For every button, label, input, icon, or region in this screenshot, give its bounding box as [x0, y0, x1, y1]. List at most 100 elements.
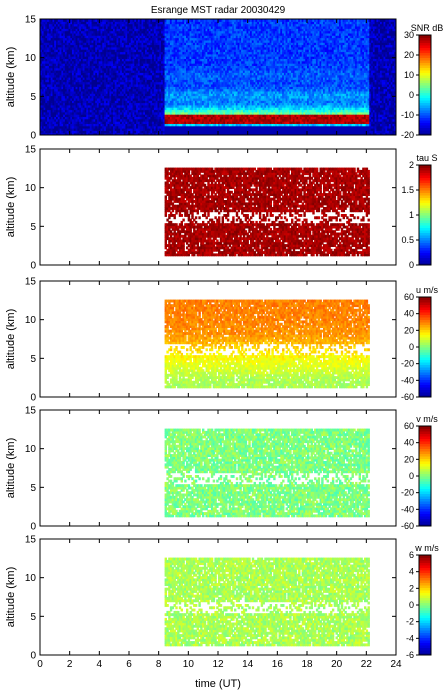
colorbar-segment [419, 195, 431, 198]
colorbar-segment [419, 364, 431, 368]
colorbar-segment [419, 57, 431, 61]
x-tick-label: 18 [301, 659, 313, 670]
colorbar-segment [419, 650, 431, 653]
colorbar-segment [419, 97, 431, 101]
colorbar-segment [419, 570, 431, 573]
colorbar-segment [419, 354, 431, 358]
colorbar-segment [419, 192, 431, 196]
y-tick-label: 0 [30, 522, 36, 533]
x-tick-label: 16 [272, 659, 284, 670]
y-axis-label: altitude (km) [5, 309, 17, 370]
colorbar-segment [419, 441, 431, 444]
colorbar-segment [419, 443, 431, 447]
colorbar-segment [419, 107, 431, 111]
x-tick-label: 20 [331, 659, 343, 670]
colorbar-tick-label: -60 [401, 392, 414, 402]
x-tick-label: 22 [361, 659, 373, 670]
colorbar-title: v m/s [416, 414, 438, 424]
x-axis-label: time (UT) [195, 678, 241, 690]
colorbar-tick-label: 2 [409, 583, 414, 593]
colorbar-segment [419, 324, 431, 328]
colorbar-segment [419, 40, 431, 43]
colorbar-segment [419, 590, 431, 593]
colorbar-segment [419, 132, 431, 136]
colorbar-segment [419, 70, 431, 73]
colorbar-segment [419, 220, 431, 223]
y-tick-label: 10 [25, 183, 37, 194]
colorbar-segment [419, 112, 431, 116]
colorbar-segment [419, 557, 431, 561]
colorbar-segment [419, 431, 431, 434]
colorbar-segment [419, 197, 431, 201]
colorbar-segment [419, 210, 431, 213]
colorbar-segment [419, 42, 431, 46]
colorbar-segment [419, 481, 431, 484]
colorbar-segment [419, 125, 431, 128]
colorbar-segment [419, 498, 431, 502]
colorbar-segment [419, 491, 431, 494]
colorbar-segment [419, 575, 431, 578]
colorbar-tick-label: 2 [409, 160, 414, 170]
colorbar-segment [419, 80, 431, 83]
colorbar-tick-label: 0 [409, 471, 414, 481]
colorbar: -6 -4 -2 0 2 4 6w m/s [406, 543, 439, 660]
colorbar-segment [419, 182, 431, 186]
colorbar-segment [419, 90, 431, 93]
colorbar-segment [419, 600, 431, 603]
colorbar-tick-label: -4 [406, 633, 414, 643]
colorbar-segment [419, 217, 431, 221]
colorbar-segment [419, 572, 431, 576]
colorbar-segment [419, 207, 431, 211]
colorbar-tick-label: 30 [404, 30, 414, 40]
colorbar-tick-label: -40 [401, 504, 414, 514]
x-tick-label: 24 [390, 659, 402, 670]
colorbar-segment [419, 232, 431, 236]
colorbar-segment [419, 486, 431, 489]
colorbar-segment [419, 438, 431, 442]
colorbar-segment [419, 652, 431, 656]
colorbar-frame [418, 34, 432, 136]
y-axis-label: altitude (km) [5, 567, 17, 628]
colorbar-segment [419, 382, 431, 385]
colorbar-tick-label: 0 [409, 260, 414, 270]
colorbar-segment [419, 237, 431, 241]
colorbar-segment [419, 374, 431, 378]
colorbar-segment [419, 384, 431, 388]
data-cells [164, 557, 370, 647]
y-tick-label: 5 [30, 612, 36, 623]
colorbar-segment [419, 580, 431, 583]
colorbar-segment [419, 172, 431, 176]
colorbar-segment [419, 344, 431, 348]
colorbar-segment [419, 122, 431, 126]
colorbar-segment [419, 359, 431, 363]
colorbar-segment [419, 506, 431, 509]
colorbar-segment [419, 85, 431, 88]
colorbar-segment [419, 329, 431, 333]
y-tick-label: 0 [30, 651, 36, 662]
colorbar-segment [419, 167, 431, 171]
x-tick-label: 8 [156, 659, 162, 670]
colorbar-segment [419, 212, 431, 216]
colorbar-segment [419, 511, 431, 514]
colorbar-segment [419, 309, 431, 313]
colorbar-tick-label: 20 [404, 325, 414, 335]
colorbar-title: u m/s [416, 285, 439, 295]
data-cells [164, 167, 370, 257]
colorbar-tick-label: -40 [401, 375, 414, 385]
colorbar-segment [419, 357, 431, 360]
colorbar-segment [419, 523, 431, 527]
colorbar-segment [419, 369, 431, 373]
colorbar: -60 -40 -20 0 20 40 60u m/s [401, 285, 439, 402]
colorbar-segment [419, 200, 431, 203]
y-tick-label: 10 [25, 53, 37, 64]
colorbar-segment [419, 302, 431, 305]
colorbar-segment [419, 130, 431, 133]
y-tick-label: 5 [30, 483, 36, 494]
colorbar-segment [419, 647, 431, 651]
colorbar-segment [419, 433, 431, 437]
colorbar-segment [419, 312, 431, 315]
colorbar-segment [419, 87, 431, 91]
colorbar-segment [419, 640, 431, 643]
colorbar-segment [419, 632, 431, 636]
